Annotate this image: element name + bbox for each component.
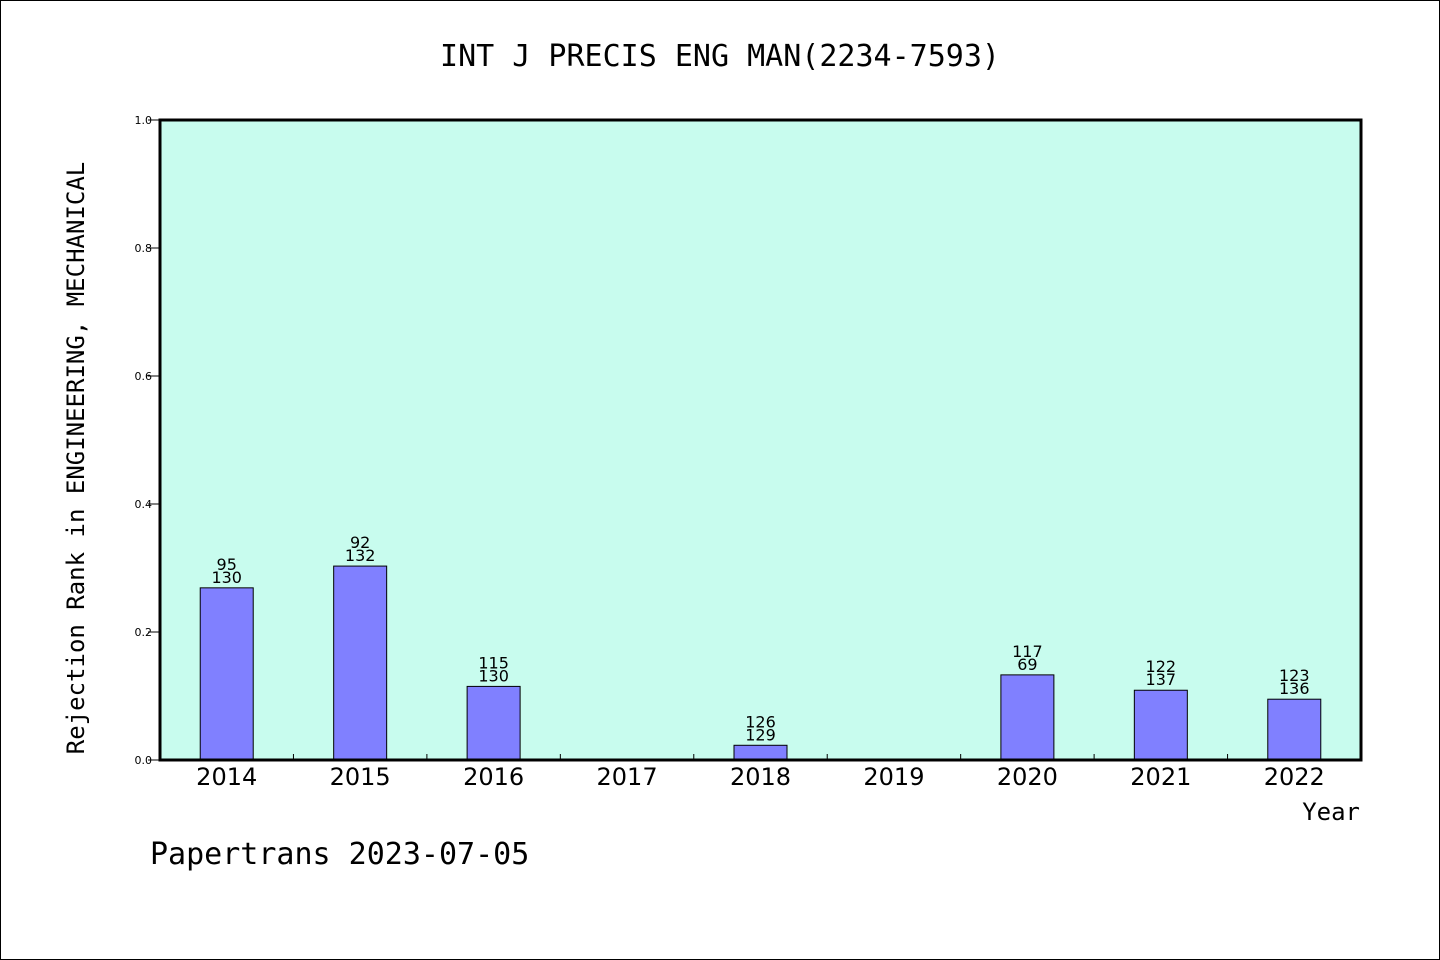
y-tick-label: 0.2 (135, 626, 153, 639)
data-label-top: 122 (1146, 657, 1177, 676)
x-tick-label: 2020 (997, 763, 1058, 791)
footer-credit: Papertrans 2023-07-05 (150, 837, 529, 872)
bar (333, 565, 388, 761)
y-axis-ticks: 0.0 0.2 0.4 0.6 0.8 1.0 (135, 114, 160, 767)
data-label-top: 95 (217, 555, 237, 574)
data-label-top: 115 (478, 653, 509, 672)
x-tick-label: 2021 (1130, 763, 1191, 791)
x-tick-label: 2018 (730, 763, 791, 791)
data-label-bottom: 130 (211, 568, 242, 587)
bar (1000, 674, 1055, 761)
data-label-bottom: 137 (1146, 670, 1177, 689)
x-axis-label: Year (1302, 798, 1360, 826)
y-axis-label: Rejection Rank in ENGINEERING, MECHANICA… (62, 162, 90, 754)
data-label-top: 123 (1279, 666, 1310, 685)
data-label-top: 126 (745, 712, 776, 731)
x-tick-label: 2022 (1264, 763, 1325, 791)
x-tick-label: 2019 (863, 763, 924, 791)
bar (1133, 689, 1188, 761)
plot-border (158, 118, 1363, 762)
data-label-top: 117 (1012, 642, 1043, 661)
y-tick-label: 0.8 (135, 242, 153, 255)
x-tick-label: 2014 (196, 763, 257, 791)
data-label-bottom: 69 (1017, 655, 1037, 674)
data-label-bottom: 129 (745, 725, 776, 744)
chart-title: INT J PRECIS ENG MAN(2234-7593) (440, 39, 1000, 74)
bars-group (199, 565, 1322, 761)
x-axis-ticks: 2014 2015 2016 2017 2018 2019 2020 2021 2022 (196, 754, 1325, 791)
x-tick-label: 2017 (597, 763, 658, 791)
y-tick-label: 1.0 (135, 114, 153, 127)
bar (466, 685, 521, 761)
y-tick-label: 0.4 (135, 498, 153, 511)
x-tick-label: 2015 (330, 763, 391, 791)
data-label-top: 92 (350, 533, 370, 552)
y-tick-label: 0.0 (135, 754, 153, 767)
data-label-bottom: 132 (345, 546, 376, 565)
x-tick-label: 2016 (463, 763, 524, 791)
y-tick-label: 0.6 (135, 370, 153, 383)
bar (733, 744, 788, 761)
bar (199, 587, 254, 761)
data-label-bottom: 136 (1279, 679, 1310, 698)
data-label-bottom: 130 (478, 666, 509, 685)
bar (1267, 698, 1322, 761)
